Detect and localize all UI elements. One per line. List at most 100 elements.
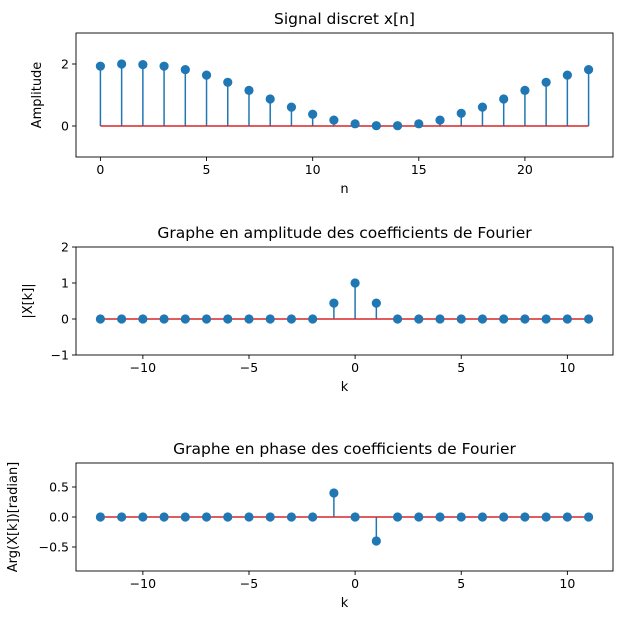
chart-1-point-20 — [520, 85, 530, 95]
chart-3-point-1 — [117, 512, 127, 522]
chart-2-xtick-label-1: −5 — [240, 360, 258, 375]
chart-1-point-13 — [371, 121, 381, 131]
chart-1-xtick-label-2: 10 — [305, 162, 321, 177]
chart-2-title: Graphe en amplitude des coefficients de … — [157, 224, 532, 242]
chart-1-point-19 — [499, 94, 509, 104]
chart-2-point-8 — [265, 314, 275, 324]
chart-2-xtick-label-3: 5 — [457, 360, 465, 375]
chart-3-ytick-label-1: 0.0 — [49, 510, 69, 525]
chart-3-point-10 — [308, 512, 318, 522]
chart-2-point-9 — [286, 314, 297, 324]
chart-3-point-3 — [159, 512, 169, 522]
chart-1-point-4 — [180, 64, 190, 75]
chart-2-point-7 — [244, 314, 254, 324]
chart-1-xtick-label-3: 15 — [411, 162, 427, 177]
chart-2-point-0 — [95, 314, 106, 324]
chart-1-point-3 — [159, 61, 169, 71]
chart-3: −10 −5 0 5 10 −0.5 0.0 0.5 Graphe en phase des c… — [6, 440, 614, 611]
chart-2-ytick-label-2: 1 — [61, 276, 69, 291]
chart-3-point-2 — [138, 512, 148, 522]
chart-3-xtick-label-3: 5 — [457, 576, 465, 591]
chart-1-ylabel: Amplitude — [30, 62, 45, 129]
chart-3-point-21 — [541, 512, 551, 522]
chart-2-frame — [75, 246, 614, 356]
chart-2-ytick-label-1: 0 — [61, 312, 69, 327]
chart-1-point-2 — [138, 60, 148, 70]
chart-3-point-16 — [435, 512, 445, 522]
chart-3-point-18 — [477, 512, 488, 522]
chart-1-point-8 — [265, 94, 275, 104]
chart-1-title: Signal discret x[n] — [274, 10, 415, 28]
chart-1-point-5 — [201, 70, 212, 80]
chart-3-point-4 — [180, 512, 190, 522]
chart-3-point-13 — [371, 536, 381, 546]
chart-3-point-20 — [520, 512, 530, 522]
chart-2-point-16 — [435, 314, 445, 324]
chart-1-xlabel: n — [340, 182, 348, 197]
chart-1-point-15 — [414, 119, 424, 129]
chart-1-point-6 — [223, 77, 233, 87]
chart-1-ytick-label-1: 2 — [61, 57, 69, 72]
chart-3-xtick-label-4: 10 — [559, 576, 575, 591]
chart-1-point-9 — [286, 102, 297, 112]
chart-1-point-10 — [308, 109, 318, 119]
chart-2-point-17 — [456, 314, 466, 324]
chart-1-point-21 — [541, 77, 551, 87]
chart-2-point-21 — [541, 314, 551, 324]
chart-1-point-14 — [392, 121, 403, 131]
chart-3-point-15 — [414, 512, 424, 522]
chart-1-frame — [75, 32, 614, 158]
chart-1-xtick-label-4: 20 — [517, 162, 533, 177]
chart-3-point-8 — [265, 512, 275, 522]
chart-3-point-0 — [95, 512, 106, 522]
chart-2-point-13 — [371, 298, 381, 308]
chart-2-ytick-label-3: 2 — [61, 240, 69, 255]
chart-3-ylabel: Arg(X[k])[radian] — [6, 462, 21, 573]
chart-3-ytick-label-2: 0.5 — [49, 480, 69, 495]
chart-1-point-22 — [562, 70, 572, 80]
chart-2-point-19 — [499, 314, 509, 324]
chart-3-point-19 — [499, 512, 509, 522]
chart-2-ylabel: |X[k]| — [21, 283, 36, 318]
chart-3-point-23 — [583, 512, 594, 522]
chart-2-point-1 — [117, 314, 127, 324]
chart-3-title: Graphe en phase des coefficients de Four… — [173, 440, 516, 458]
chart-1-point-0 — [95, 61, 106, 71]
chart-1-point-16 — [435, 115, 445, 125]
chart-2-point-10 — [308, 314, 318, 324]
chart-2-point-15 — [414, 314, 424, 324]
chart-2-point-11 — [329, 298, 339, 308]
chart-2-xtick-label-0: −10 — [130, 360, 156, 375]
chart-3-point-7 — [244, 512, 254, 522]
chart-2-ytick-label-0: −1 — [51, 348, 69, 363]
chart-3-point-14 — [392, 512, 403, 522]
chart-2-point-6 — [223, 314, 233, 324]
chart-2-point-23 — [583, 314, 594, 324]
chart-1-point-23 — [583, 64, 594, 75]
chart-1-point-1 — [117, 59, 127, 69]
chart-3-point-5 — [201, 512, 212, 522]
chart-2-point-20 — [520, 314, 530, 324]
chart-3-xtick-label-2: 0 — [351, 576, 359, 591]
chart-2-xtick-label-2: 0 — [351, 360, 359, 375]
chart-2-point-3 — [159, 314, 169, 324]
chart-3-point-9 — [286, 512, 297, 522]
chart-2-point-18 — [477, 314, 488, 324]
chart-2-point-14 — [392, 314, 403, 324]
chart-1-point-7 — [244, 85, 254, 95]
chart-1-ytick-label-0: 0 — [61, 119, 69, 134]
chart-3-point-17 — [456, 512, 466, 522]
chart-3-xlabel: k — [341, 596, 349, 611]
chart-1-xtick-label-1: 5 — [203, 162, 211, 177]
chart-3-xtick-label-1: −5 — [240, 576, 258, 591]
chart-3-xtick-label-0: −10 — [130, 576, 156, 591]
chart-3-ytick-label-0: −0.5 — [39, 540, 69, 555]
chart-2-point-4 — [180, 314, 190, 324]
chart-2-point-5 — [201, 314, 212, 324]
chart-2-point-22 — [562, 314, 572, 324]
chart-1-point-11 — [329, 115, 339, 125]
chart-3-point-11 — [329, 488, 339, 498]
chart-2-point-12 — [350, 278, 360, 288]
